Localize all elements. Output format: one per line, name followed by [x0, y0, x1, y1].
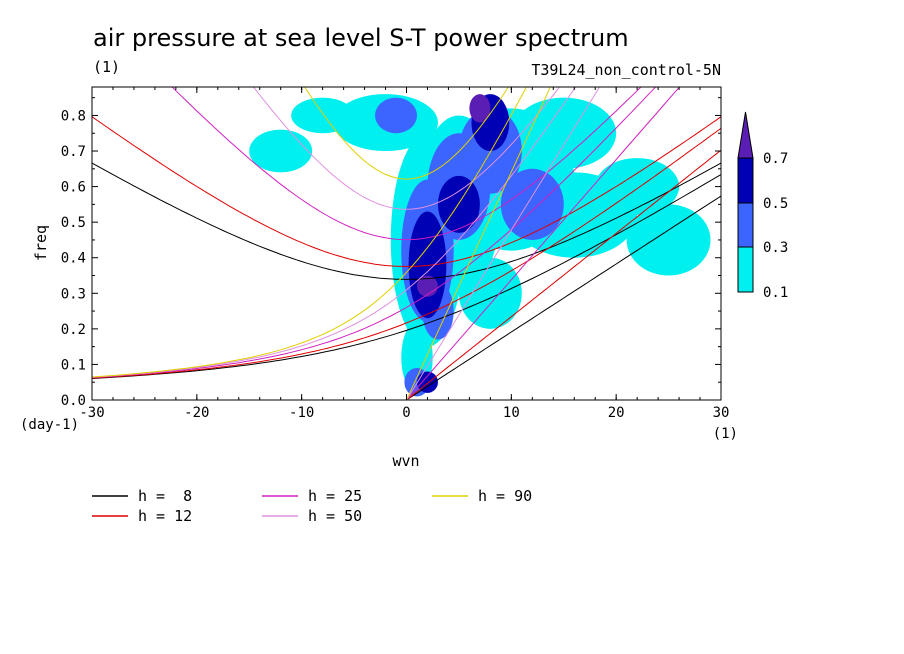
dispersion-curve-3-2 — [252, 87, 561, 210]
colorbar-level-label: 0.1 — [763, 285, 788, 301]
power-region-0-7 — [291, 97, 355, 134]
power-region-0-9 — [626, 204, 711, 276]
x-tick-label: 30 — [713, 405, 730, 421]
y-tick-label: 0.8 — [61, 108, 86, 124]
y-tick-label: 0.7 — [61, 144, 86, 160]
experiment-label: T39L24_non_control-5N — [531, 61, 721, 79]
power-region-3-1 — [469, 94, 491, 123]
colorbar-segment — [737, 246, 754, 293]
colorbar-segment — [737, 202, 754, 248]
y-tick-label: 0.3 — [61, 286, 86, 302]
y-tick-label: 0.2 — [61, 322, 86, 338]
power-contours — [249, 94, 711, 397]
x-tick-label: 20 — [608, 405, 625, 421]
y-tick-label: 0.1 — [61, 357, 86, 373]
colorbar: 0.1 0.3 0.5 0.7 — [737, 111, 788, 301]
y-tick-label: 0.4 — [61, 251, 86, 267]
x-axis-ticks: -30 -20 -10 0 10 20 30 — [79, 87, 729, 421]
y-tick-label: 0.0 — [61, 393, 86, 409]
power-region-0-6 — [249, 129, 313, 173]
dispersion-curve-2-1 — [92, 87, 657, 379]
dispersion-curve-0-2 — [92, 162, 721, 280]
power-region-1-3 — [500, 168, 564, 240]
dispersion-curve-0-0 — [406, 195, 721, 400]
y-tick-label: 0.5 — [61, 215, 86, 231]
colorbar-segment — [737, 157, 754, 204]
dispersion-curve-1-1 — [92, 127, 721, 379]
dispersion-curve-0-1 — [92, 174, 721, 379]
colorbar-level-label: 0.3 — [763, 240, 788, 256]
power-region-1-6 — [375, 97, 417, 134]
dispersion-curves — [92, 87, 721, 400]
dispersion-curve-2-2 — [171, 87, 642, 241]
legend-label: h = 12 — [138, 507, 192, 525]
colorbar-level-label: 0.5 — [763, 196, 788, 212]
y-axis-label: freq — [32, 225, 50, 261]
dispersion-curve-3-0 — [406, 87, 601, 400]
dispersion-curve-3-1 — [92, 87, 577, 378]
legend-label: h = 50 — [308, 507, 362, 525]
title-units: (1) — [93, 58, 120, 76]
y-tick-label: 0.6 — [61, 180, 86, 196]
y-axis-ticks: 0.0 0.1 0.2 0.3 0.4 0.5 0.6 0.7 0.8 — [61, 97, 721, 409]
power-region-0-10 — [458, 257, 522, 329]
legend: h = 8 h = 12 h = 25 h = 50 h = 90 — [92, 487, 532, 525]
x-tick-label: -10 — [289, 405, 314, 421]
chart-title: air pressure at sea level S-T power spec… — [93, 24, 629, 52]
x-axis-units: (1) — [713, 426, 738, 442]
x-tick-label: -20 — [184, 405, 209, 421]
legend-label: h = 8 — [138, 487, 192, 505]
dispersion-curve-4-0 — [406, 87, 551, 400]
y-axis-units: (day-1) — [20, 417, 79, 433]
legend-label: h = 25 — [308, 487, 362, 505]
colorbar-arrow — [737, 111, 754, 159]
x-tick-label: -30 — [79, 405, 104, 421]
dispersion-curve-4-2 — [304, 87, 509, 180]
dispersion-curve-2-0 — [406, 87, 681, 400]
dispersion-curve-4-1 — [92, 87, 528, 378]
power-region-0-5 — [595, 158, 680, 216]
x-axis-label: wvn — [392, 452, 419, 470]
legend-label: h = 90 — [478, 487, 532, 505]
dispersion-curve-1-2 — [92, 116, 721, 268]
x-tick-label: 10 — [503, 405, 520, 421]
dispersion-curve-1-0 — [406, 149, 721, 400]
x-tick-label: 0 — [402, 405, 410, 421]
colorbar-level-label: 0.7 — [763, 151, 788, 167]
power-region-2-0 — [408, 211, 447, 319]
